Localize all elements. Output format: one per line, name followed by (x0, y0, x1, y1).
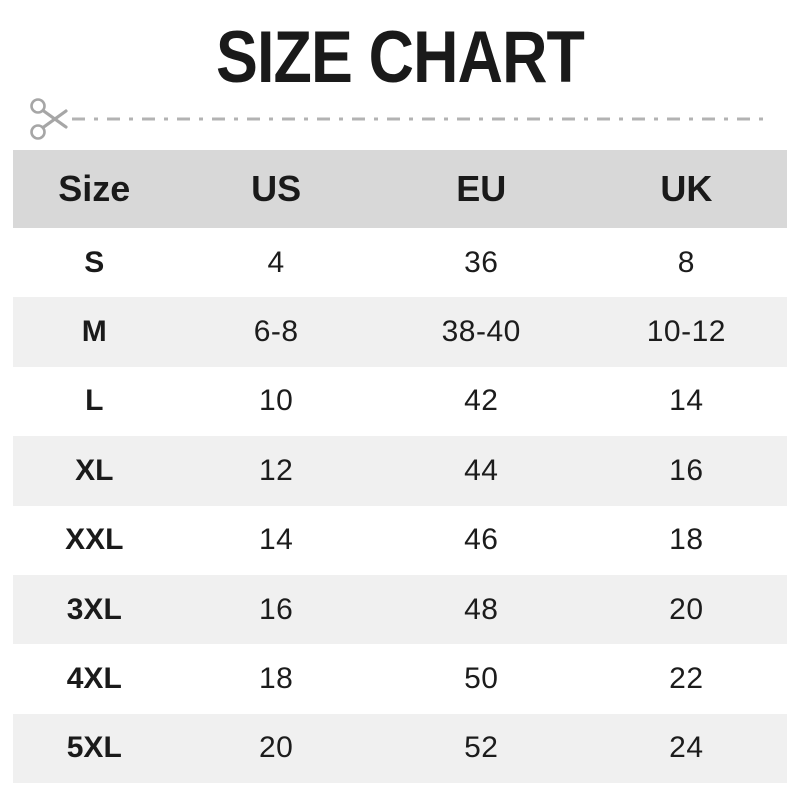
table-row: M 6-8 38-40 10-12 (13, 297, 787, 367)
size-value-cell: 20 (258, 731, 294, 765)
table-row: S 4 36 8 (13, 228, 787, 298)
size-value-cell: 6-8 (253, 315, 299, 349)
size-value-cell: 48 (464, 592, 499, 626)
size-label-cell: XXL (65, 523, 124, 557)
size-value-cell: 4 (267, 245, 285, 279)
size-value-cell: 18 (258, 662, 294, 696)
size-label-cell: 4XL (66, 662, 122, 696)
size-value-cell: 46 (464, 523, 499, 557)
size-table-body: S 4 36 8 M 6-8 38-40 10-12 L 10 42 14 XL 12 44 16 XXL 14 4… (13, 228, 787, 784)
size-value-cell: 52 (464, 731, 499, 765)
table-row: 4XL 18 50 22 (13, 644, 787, 714)
size-value-cell: 10-12 (646, 315, 726, 349)
size-value-cell: 36 (464, 245, 499, 279)
size-value-cell: 42 (464, 384, 499, 418)
table-header: Size US EU UK (13, 150, 787, 228)
size-value-cell: 38-40 (441, 315, 521, 349)
size-label-cell: L (85, 384, 104, 418)
column-header-uk: UK (660, 168, 713, 209)
size-value-cell: 16 (258, 592, 294, 626)
column-header-us: US (251, 168, 302, 209)
size-value-cell: 12 (258, 453, 294, 487)
table-row: 3XL 16 48 20 (13, 574, 787, 645)
size-value-cell: 14 (669, 384, 704, 418)
page-title: SIZE CHART (215, 17, 585, 98)
size-label-cell: S (84, 245, 105, 279)
table-row: XL 12 44 16 (13, 436, 787, 506)
size-value-cell: 50 (464, 662, 499, 696)
table-row: L 10 42 14 (13, 366, 787, 437)
table-row: 5XL 20 52 24 (13, 713, 787, 784)
cut-line (30, 98, 768, 140)
size-chart-table: Size US EU UK S 4 36 8 M 6-8 38-40 10-12 L 10 42 14… (13, 150, 787, 784)
header-row: Size US EU UK (13, 150, 787, 228)
table-row: XXL 14 46 18 (13, 505, 787, 575)
size-label-cell: 3XL (66, 592, 122, 626)
size-label-cell: 5XL (66, 731, 122, 765)
size-label-cell: M (81, 315, 107, 349)
column-header-size: Size (58, 168, 131, 209)
size-value-cell: 20 (669, 592, 704, 626)
size-label-cell: XL (75, 453, 114, 487)
column-header-eu: EU (456, 168, 507, 209)
size-value-cell: 18 (669, 523, 704, 557)
size-value-cell: 16 (669, 453, 704, 487)
scissors-icon (30, 98, 68, 140)
size-value-cell: 10 (258, 384, 294, 418)
size-value-cell: 22 (669, 662, 704, 696)
size-value-cell: 14 (258, 523, 294, 557)
size-value-cell: 24 (669, 731, 704, 765)
size-value-cell: 44 (464, 453, 499, 487)
size-value-cell: 8 (677, 245, 695, 279)
